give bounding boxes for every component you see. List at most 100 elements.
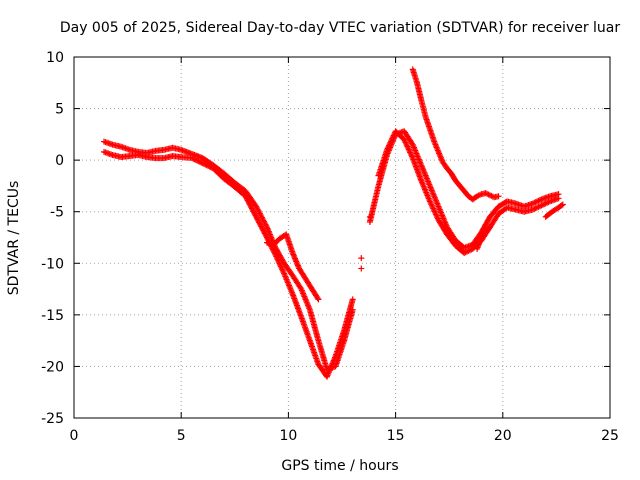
data-point bbox=[229, 182, 236, 189]
gridlines bbox=[74, 57, 610, 418]
data-point bbox=[263, 222, 270, 229]
y-tick-label: 0 bbox=[55, 153, 64, 169]
data-point bbox=[417, 176, 424, 183]
data-point bbox=[485, 191, 492, 198]
data-point bbox=[306, 336, 313, 343]
data-point bbox=[426, 124, 433, 131]
data-point bbox=[545, 193, 552, 200]
data-point bbox=[202, 161, 209, 168]
data-point bbox=[287, 270, 294, 277]
data-point bbox=[340, 328, 347, 335]
data-point bbox=[430, 137, 437, 144]
data-point bbox=[289, 289, 296, 296]
data-point bbox=[194, 157, 201, 164]
data-point bbox=[331, 354, 338, 361]
data-point bbox=[280, 269, 287, 276]
data-point bbox=[417, 95, 424, 102]
data-point bbox=[536, 203, 543, 210]
data-point bbox=[307, 283, 314, 290]
data-point bbox=[198, 159, 205, 166]
data-point bbox=[451, 175, 458, 182]
chart-title: Day 005 of 2025, Sidereal Day-to-day VTE… bbox=[60, 20, 621, 36]
data-point bbox=[203, 162, 210, 169]
data-point bbox=[207, 164, 214, 171]
data-point bbox=[455, 180, 462, 187]
data-point bbox=[557, 203, 564, 210]
data-point bbox=[493, 205, 500, 212]
data-point bbox=[459, 186, 466, 193]
data-point bbox=[434, 202, 441, 209]
data-point bbox=[315, 336, 322, 343]
data-point bbox=[501, 199, 508, 206]
data-point bbox=[501, 206, 508, 213]
data-point bbox=[108, 151, 115, 158]
data-point bbox=[314, 295, 321, 302]
data-point bbox=[358, 265, 365, 272]
data-point bbox=[459, 248, 466, 255]
data-point bbox=[494, 193, 501, 200]
data-point bbox=[426, 181, 433, 188]
data-point bbox=[289, 248, 296, 255]
data-point bbox=[200, 160, 207, 167]
data-point bbox=[434, 147, 441, 154]
y-tick-label: 5 bbox=[55, 102, 64, 118]
data-point bbox=[485, 226, 492, 233]
data-point bbox=[263, 233, 270, 240]
y-tick-label: -10 bbox=[41, 256, 64, 272]
data-point bbox=[314, 359, 321, 366]
data-point bbox=[417, 160, 424, 167]
data-point bbox=[199, 160, 206, 167]
data-points bbox=[101, 66, 566, 380]
data-point bbox=[297, 312, 304, 319]
data-point bbox=[274, 237, 281, 244]
data-point bbox=[176, 146, 183, 153]
data-point bbox=[313, 293, 320, 300]
data-point bbox=[511, 200, 518, 207]
data-point bbox=[116, 143, 123, 150]
data-point bbox=[446, 168, 453, 175]
data-point bbox=[442, 162, 449, 169]
data-point bbox=[196, 158, 203, 165]
data-point bbox=[511, 206, 518, 213]
data-point bbox=[528, 206, 535, 213]
data-point bbox=[422, 112, 429, 119]
data-point bbox=[366, 213, 373, 220]
data-point bbox=[408, 138, 415, 145]
data-point bbox=[476, 191, 483, 198]
data-point bbox=[536, 197, 543, 204]
data-point bbox=[413, 78, 420, 85]
data-point bbox=[270, 247, 277, 254]
x-tick-label: 5 bbox=[177, 428, 186, 444]
data-point bbox=[463, 191, 470, 198]
data-point bbox=[349, 297, 356, 304]
data-point bbox=[409, 153, 416, 160]
data-point bbox=[546, 210, 553, 217]
data-point bbox=[471, 194, 478, 201]
data-point bbox=[262, 221, 269, 228]
data-point bbox=[192, 157, 199, 164]
x-tick-label: 15 bbox=[387, 428, 405, 444]
data-point bbox=[108, 141, 115, 148]
data-point bbox=[251, 211, 258, 218]
data-point bbox=[218, 173, 225, 180]
data-point bbox=[358, 255, 365, 262]
y-tick-label: -15 bbox=[41, 308, 64, 324]
data-point bbox=[399, 134, 406, 141]
data-point bbox=[300, 273, 307, 280]
data-point bbox=[295, 264, 302, 271]
data-point bbox=[554, 195, 561, 202]
data-point bbox=[450, 240, 457, 247]
data-point bbox=[195, 158, 202, 165]
data-point bbox=[442, 228, 449, 235]
data-point bbox=[426, 196, 433, 203]
data-point bbox=[187, 154, 194, 161]
data-point bbox=[459, 243, 466, 250]
data-point bbox=[486, 225, 493, 232]
x-tick-label: 0 bbox=[70, 428, 79, 444]
data-point bbox=[271, 250, 278, 257]
data-point bbox=[383, 148, 390, 155]
data-point bbox=[296, 283, 303, 290]
y-tick-label: -5 bbox=[50, 205, 64, 221]
data-point bbox=[480, 231, 487, 238]
